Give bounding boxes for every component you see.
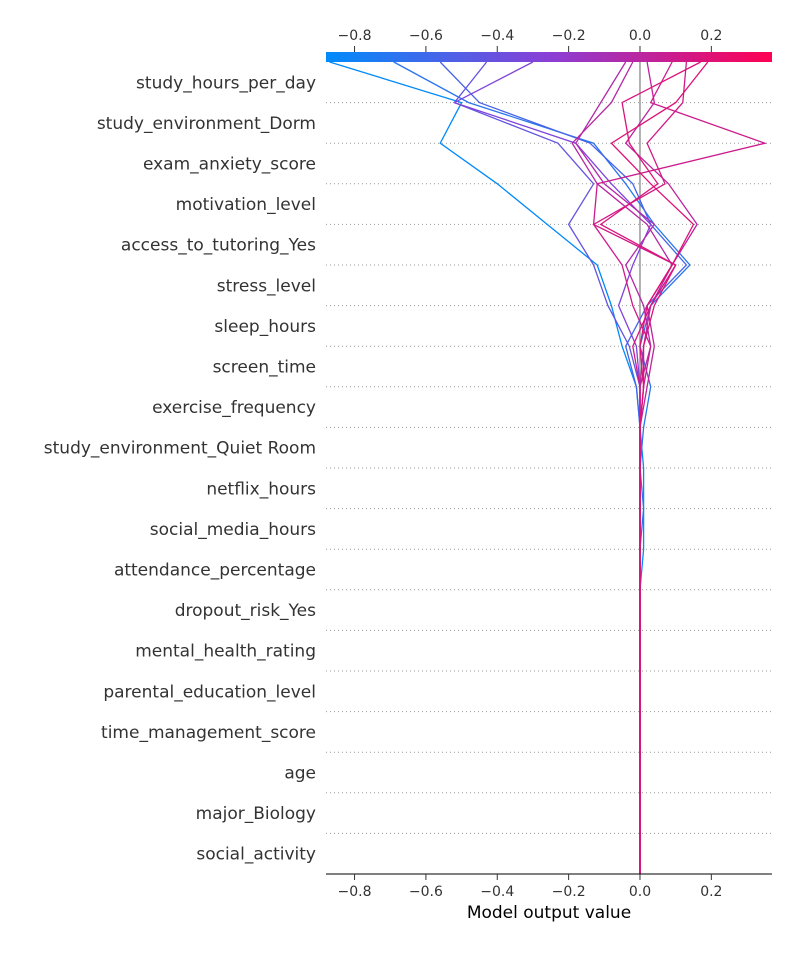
top-tick-label: −0.8 [338,28,372,44]
top-tick-label: 0.0 [629,28,651,44]
feature-label: study_environment_Dorm [97,114,316,134]
feature-label: netflix_hours [206,479,316,499]
bottom-tick-label: −0.4 [480,884,514,900]
top-axis: −0.8 −0.6 −0.4 −0.2 0.0 0.2 [338,28,722,52]
feature-label: age [284,764,316,784]
bottom-tick-label: −0.8 [338,884,372,900]
top-tick-label: −0.2 [552,28,586,44]
bottom-tick-label: 0.0 [629,884,651,900]
decision-line [610,61,709,874]
feature-label: attendance_percentage [114,561,316,581]
decision-lines [329,61,768,874]
feature-label: mental_health_rating [135,642,316,662]
feature-label: screen_time [213,358,316,378]
feature-label: time_management_score [101,723,316,743]
feature-label: stress_level [217,276,316,296]
decision-line [452,61,652,874]
decision-line [592,61,768,874]
bottom-tick-label: −0.2 [552,884,586,900]
feature-label: motivation_level [176,195,316,215]
feature-label: parental_education_level [103,682,316,702]
bottom-tick-label: −0.6 [409,884,443,900]
feature-label: sleep_hours [214,317,316,337]
top-tick-label: −0.6 [409,28,443,44]
feature-label: social_media_hours [150,520,316,540]
top-tick-label: 0.2 [700,28,722,44]
colorbar [326,52,772,62]
row-gridlines [326,102,772,834]
feature-label: study_hours_per_day [136,73,316,93]
feature-label: access_to_tutoring_Yes [121,236,316,256]
feature-label: exam_anxiety_score [143,155,316,175]
bottom-tick-label: 0.2 [700,884,722,900]
decision-line [439,61,688,874]
feature-label: dropout_risk_Yes [175,601,316,621]
feature-label: major_Biology [196,804,316,824]
feature-label: social_activity [196,845,316,865]
feature-label: study_environment_Quiet Room [44,439,316,459]
bottom-axis: −0.8 −0.6 −0.4 −0.2 0.0 0.2 [326,873,772,900]
feature-label: exercise_frequency [152,398,316,418]
feature-labels: study_hours_per_day study_environment_Dor… [44,73,316,864]
top-tick-label: −0.4 [480,28,514,44]
x-axis-label: Model output value [467,903,631,923]
